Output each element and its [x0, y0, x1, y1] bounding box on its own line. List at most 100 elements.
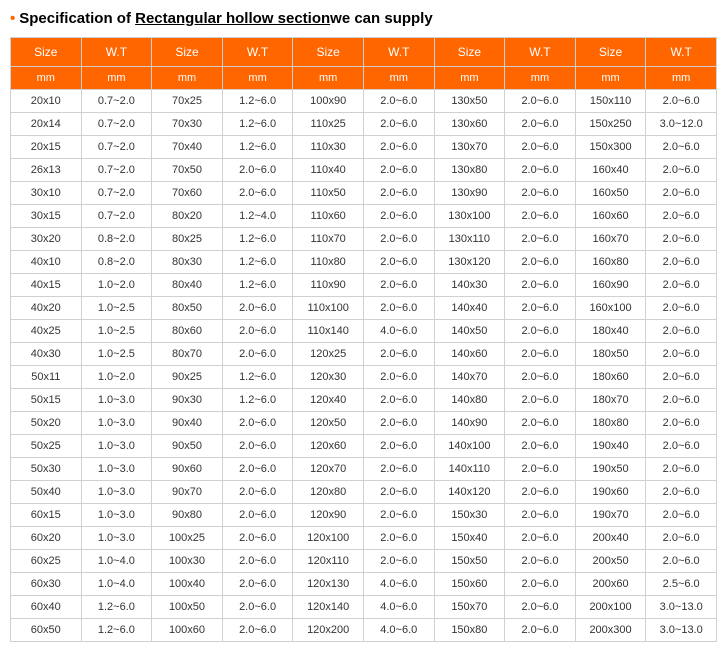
table-cell: 0.7~2.0: [81, 159, 152, 182]
table-cell: 1.2~6.0: [222, 366, 293, 389]
table-cell: 2.0~6.0: [222, 596, 293, 619]
table-cell: 90x50: [152, 435, 223, 458]
table-cell: 2.0~6.0: [505, 343, 576, 366]
table-cell: 2.0~6.0: [222, 320, 293, 343]
table-cell: 0.8~2.0: [81, 228, 152, 251]
col-unit: mm: [505, 67, 576, 90]
col-header: Size: [434, 38, 505, 67]
table-cell: 2.0~6.0: [222, 504, 293, 527]
table-cell: 2.0~6.0: [505, 113, 576, 136]
table-row: 40x301.0~2.580x702.0~6.0120x252.0~6.0140…: [11, 343, 717, 366]
table-cell: 70x60: [152, 182, 223, 205]
table-cell: 1.2~4.0: [222, 205, 293, 228]
col-unit: mm: [11, 67, 82, 90]
table-cell: 160x100: [575, 297, 646, 320]
table-cell: 2.0~6.0: [646, 297, 717, 320]
table-cell: 2.0~6.0: [505, 297, 576, 320]
table-cell: 2.0~6.0: [222, 550, 293, 573]
table-row: 50x401.0~3.090x702.0~6.0120x802.0~6.0140…: [11, 481, 717, 504]
table-cell: 2.0~6.0: [646, 274, 717, 297]
table-cell: 160x90: [575, 274, 646, 297]
table-cell: 160x70: [575, 228, 646, 251]
table-cell: 200x300: [575, 619, 646, 642]
table-row: 60x251.0~4.0100x302.0~6.0120x1102.0~6.01…: [11, 550, 717, 573]
table-cell: 2.0~6.0: [505, 527, 576, 550]
table-cell: 2.0~6.0: [363, 435, 434, 458]
table-cell: 2.0~6.0: [646, 90, 717, 113]
table-cell: 100x60: [152, 619, 223, 642]
table-cell: 90x25: [152, 366, 223, 389]
table-cell: 1.0~3.0: [81, 458, 152, 481]
table-cell: 80x30: [152, 251, 223, 274]
table-cell: 1.0~2.5: [81, 343, 152, 366]
table-cell: 80x70: [152, 343, 223, 366]
table-cell: 100x30: [152, 550, 223, 573]
table-row: 60x401.2~6.0100x502.0~6.0120x1404.0~6.01…: [11, 596, 717, 619]
table-cell: 110x140: [293, 320, 364, 343]
table-cell: 30x20: [11, 228, 82, 251]
table-cell: 2.0~6.0: [505, 320, 576, 343]
table-cell: 150x80: [434, 619, 505, 642]
col-header: W.T: [81, 38, 152, 67]
table-cell: 2.0~6.0: [222, 297, 293, 320]
table-cell: 60x30: [11, 573, 82, 596]
table-cell: 4.0~6.0: [363, 320, 434, 343]
table-cell: 2.0~6.0: [363, 90, 434, 113]
table-cell: 2.0~6.0: [646, 458, 717, 481]
table-cell: 90x40: [152, 412, 223, 435]
table-cell: 2.0~6.0: [646, 504, 717, 527]
table-cell: 1.2~6.0: [222, 113, 293, 136]
table-row: 60x151.0~3.090x802.0~6.0120x902.0~6.0150…: [11, 504, 717, 527]
table-cell: 120x60: [293, 435, 364, 458]
table-cell: 2.0~6.0: [505, 481, 576, 504]
table-cell: 140x50: [434, 320, 505, 343]
table-cell: 80x25: [152, 228, 223, 251]
table-row: 20x150.7~2.070x401.2~6.0110x302.0~6.0130…: [11, 136, 717, 159]
table-cell: 110x80: [293, 251, 364, 274]
table-cell: 30x10: [11, 182, 82, 205]
table-cell: 1.0~3.0: [81, 389, 152, 412]
table-cell: 180x50: [575, 343, 646, 366]
table-cell: 2.0~6.0: [505, 159, 576, 182]
table-row: 40x100.8~2.080x301.2~6.0110x802.0~6.0130…: [11, 251, 717, 274]
table-cell: 20x10: [11, 90, 82, 113]
table-cell: 50x15: [11, 389, 82, 412]
table-cell: 2.0~6.0: [363, 159, 434, 182]
table-cell: 1.2~6.0: [81, 596, 152, 619]
table-cell: 1.2~6.0: [81, 619, 152, 642]
table-cell: 3.0~12.0: [646, 113, 717, 136]
table-cell: 2.0~6.0: [222, 481, 293, 504]
table-row: 60x201.0~3.0100x252.0~6.0120x1002.0~6.01…: [11, 527, 717, 550]
table-row: 40x201.0~2.580x502.0~6.0110x1002.0~6.014…: [11, 297, 717, 320]
table-cell: 4.0~6.0: [363, 619, 434, 642]
table-cell: 190x60: [575, 481, 646, 504]
table-row: 50x111.0~2.090x251.2~6.0120x302.0~6.0140…: [11, 366, 717, 389]
title-suffix: we can supply: [330, 10, 433, 27]
table-cell: 160x60: [575, 205, 646, 228]
table-cell: 0.7~2.0: [81, 182, 152, 205]
col-unit: mm: [222, 67, 293, 90]
table-cell: 2.0~6.0: [646, 366, 717, 389]
table-cell: 100x50: [152, 596, 223, 619]
table-row: 50x251.0~3.090x502.0~6.0120x602.0~6.0140…: [11, 435, 717, 458]
table-cell: 70x50: [152, 159, 223, 182]
table-cell: 40x20: [11, 297, 82, 320]
table-row: 60x301.0~4.0100x402.0~6.0120x1304.0~6.01…: [11, 573, 717, 596]
table-cell: 3.0~13.0: [646, 619, 717, 642]
table-cell: 180x60: [575, 366, 646, 389]
table-cell: 2.0~6.0: [646, 159, 717, 182]
table-cell: 140x100: [434, 435, 505, 458]
table-cell: 200x60: [575, 573, 646, 596]
table-cell: 1.0~4.0: [81, 550, 152, 573]
table-cell: 50x40: [11, 481, 82, 504]
table-cell: 140x120: [434, 481, 505, 504]
table-cell: 0.7~2.0: [81, 113, 152, 136]
table-cell: 2.0~6.0: [646, 136, 717, 159]
table-cell: 1.0~3.0: [81, 504, 152, 527]
table-cell: 120x25: [293, 343, 364, 366]
table-cell: 60x15: [11, 504, 82, 527]
table-cell: 2.0~6.0: [646, 251, 717, 274]
table-cell: 60x25: [11, 550, 82, 573]
table-cell: 150x250: [575, 113, 646, 136]
table-cell: 2.0~6.0: [646, 320, 717, 343]
